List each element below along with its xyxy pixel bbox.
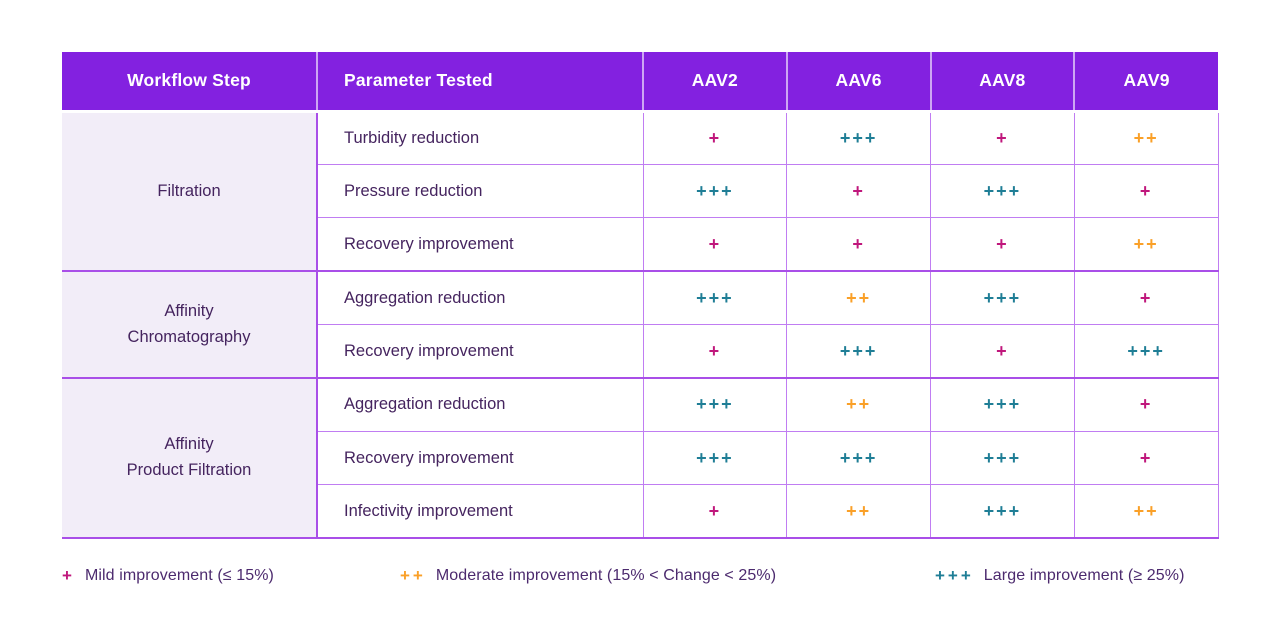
table-row: Affinity Product Filtration Aggregation … — [62, 376, 1219, 540]
legend-item-large: +++ Large improvement (≥ 25%) — [935, 566, 1185, 586]
parameter-cell: Infectivity improvement — [316, 484, 644, 540]
improvement-table: Workflow Step Parameter Tested AAV2 AAV6… — [62, 52, 1219, 540]
table-row: Pressure reduction +++ + +++ + — [62, 163, 1219, 219]
score-cell: + — [930, 324, 1075, 379]
score-cell: +++ — [786, 111, 931, 165]
parameter-cell: Recovery improvement — [316, 217, 644, 272]
legend-label: Moderate improvement (15% < Change < 25%… — [435, 567, 777, 584]
table-row: Infectivity improvement + ++ +++ ++ — [62, 484, 1219, 540]
header-aav6: AAV6 — [785, 52, 931, 113]
workflow-group-filtration: Filtration — [62, 111, 318, 273]
score-cell: + — [642, 484, 788, 540]
header-aav2: AAV2 — [642, 52, 787, 113]
legend-label: Mild improvement (≤ 15%) — [84, 567, 274, 584]
table-row: Filtration Turbidity reduction + +++ + +… — [62, 111, 1219, 273]
score-cell: +++ — [786, 430, 931, 486]
score-cell: ++ — [786, 270, 931, 326]
score-cell: +++ — [930, 430, 1075, 486]
header-parameter-tested: Parameter Tested — [316, 52, 643, 113]
score-cell: + — [1073, 163, 1219, 219]
score-cell: ++ — [786, 484, 931, 540]
score-cell: +++ — [786, 324, 931, 379]
legend-item-mild: + Mild improvement (≤ 15%) — [62, 566, 274, 586]
score-cell: + — [930, 111, 1075, 165]
double-plus-icon: ++ — [400, 566, 426, 585]
legend-label: Large improvement (≥ 25%) — [983, 567, 1185, 584]
header-aav9: AAV9 — [1073, 52, 1218, 113]
score-cell: + — [642, 217, 788, 272]
score-cell: +++ — [642, 270, 788, 326]
score-cell: ++ — [1073, 111, 1219, 165]
table-row: Affinity Chromatography Aggregation redu… — [62, 270, 1219, 379]
score-cell: + — [1073, 430, 1219, 486]
parameter-cell: Aggregation reduction — [316, 376, 644, 432]
workflow-group-affinity-chromatography: Affinity Chromatography — [62, 271, 318, 379]
score-cell: ++ — [1073, 484, 1219, 540]
parameter-cell: Turbidity reduction — [316, 111, 644, 165]
score-cell: + — [1073, 270, 1219, 326]
parameter-cell: Recovery improvement — [316, 324, 644, 379]
score-cell: +++ — [930, 163, 1075, 219]
score-cell: +++ — [642, 163, 788, 219]
score-cell: +++ — [642, 376, 788, 432]
score-cell: + — [930, 217, 1075, 272]
parameter-cell: Recovery improvement — [316, 430, 644, 486]
workflow-group-affinity-product-filtration: Affinity Product Filtration — [62, 377, 318, 540]
parameter-cell: Aggregation reduction — [316, 270, 644, 326]
header-aav8: AAV8 — [929, 52, 1075, 113]
score-cell: + — [786, 217, 931, 272]
legend-item-moderate: ++ Moderate improvement (15% < Change < … — [400, 566, 776, 586]
table-header-row: Workflow Step Parameter Tested AAV2 AAV6… — [62, 52, 1218, 113]
score-cell: + — [1073, 376, 1219, 432]
table-row: Recovery improvement +++ +++ +++ + — [62, 430, 1219, 486]
plus-icon: + — [62, 566, 75, 585]
header-workflow-step: Workflow Step — [62, 52, 317, 113]
legend: + Mild improvement (≤ 15%) ++ Moderate i… — [0, 566, 1280, 596]
score-cell: + — [642, 324, 788, 379]
score-cell: +++ — [642, 430, 788, 486]
score-cell: +++ — [930, 270, 1075, 326]
score-cell: +++ — [930, 376, 1075, 432]
score-cell: + — [642, 111, 788, 165]
score-cell: ++ — [1073, 217, 1219, 272]
score-cell: +++ — [1073, 324, 1219, 379]
score-cell: ++ — [786, 376, 931, 432]
score-cell: +++ — [930, 484, 1075, 540]
parameter-cell: Pressure reduction — [316, 163, 644, 219]
score-cell: + — [786, 163, 931, 219]
table-row: Recovery improvement + + + ++ — [62, 217, 1219, 272]
table-row: Recovery improvement + +++ + +++ — [62, 324, 1219, 379]
triple-plus-icon: +++ — [935, 566, 974, 585]
